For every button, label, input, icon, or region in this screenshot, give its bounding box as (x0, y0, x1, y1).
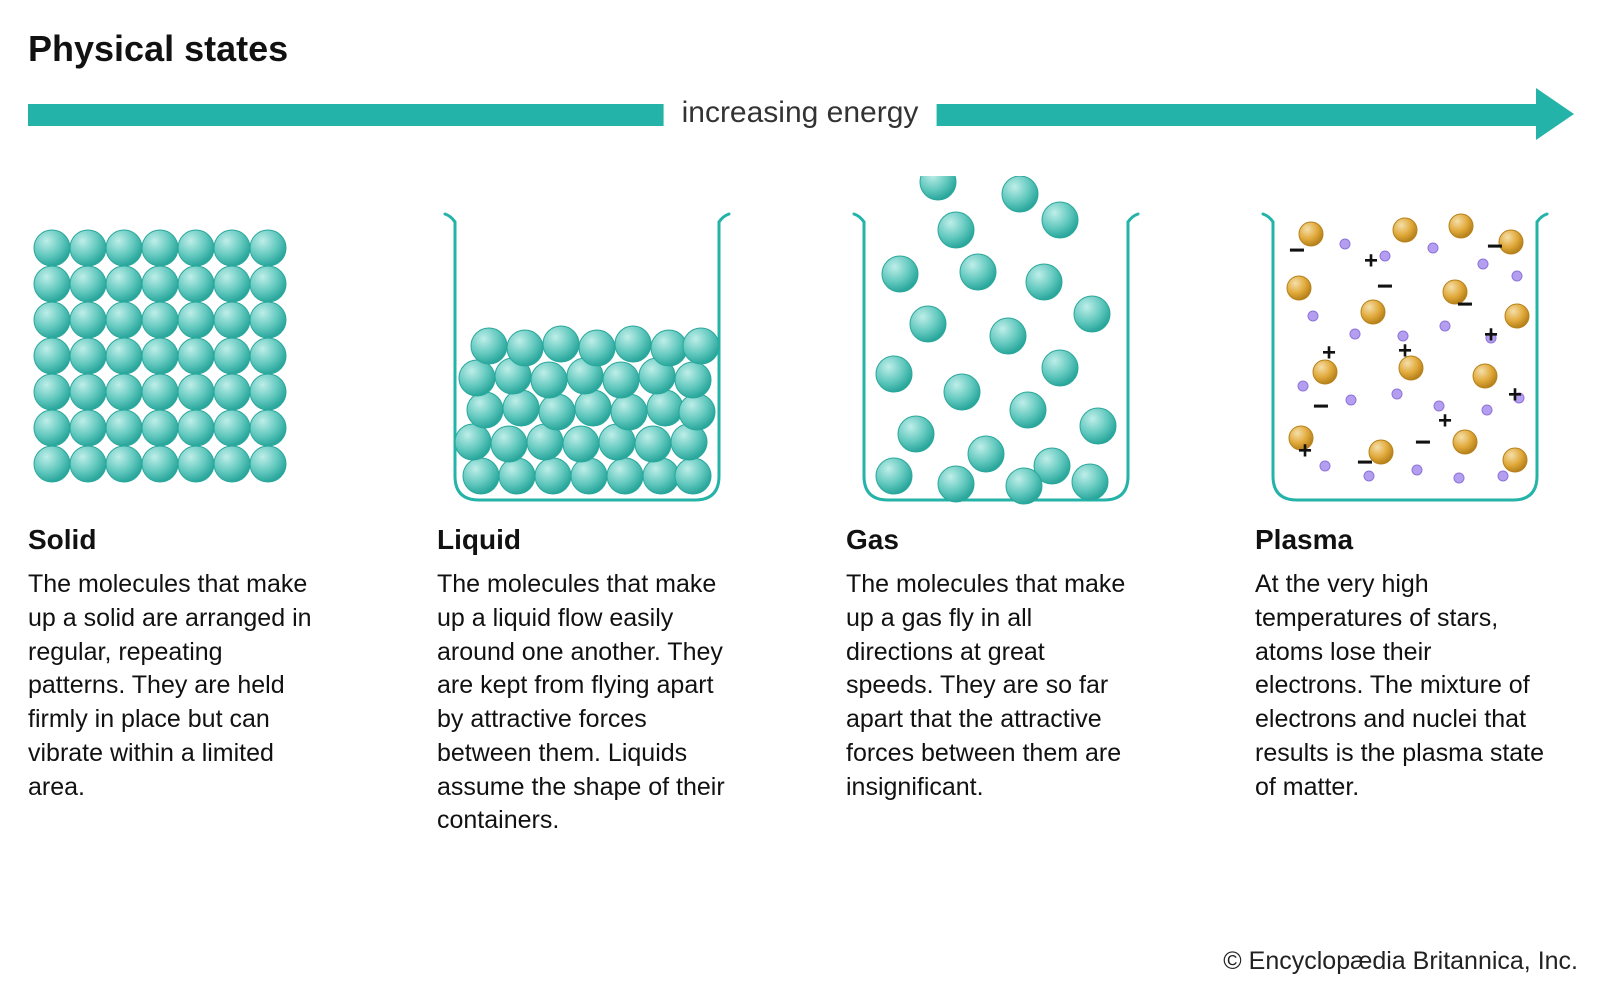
svg-text:+: + (1484, 321, 1498, 348)
arrow-head-icon (1536, 88, 1574, 140)
svg-text:−: − (1487, 230, 1503, 261)
arrow-label-wrap: increasing energy (664, 96, 937, 130)
infographic-root: Physical states increasing energy Solid … (0, 0, 1600, 994)
diagram-gas (846, 176, 1146, 516)
svg-text:+: + (1398, 337, 1412, 364)
svg-text:−: − (1313, 390, 1329, 421)
svg-text:−: − (1415, 426, 1431, 457)
diagram-liquid (437, 176, 737, 516)
diagram-plasma: +++++++−−−−−−− (1255, 176, 1555, 516)
panel-title-liquid: Liquid (437, 524, 754, 556)
energy-arrow: increasing energy (28, 94, 1572, 142)
svg-text:−: − (1377, 270, 1393, 301)
svg-text:+: + (1298, 437, 1312, 464)
panel-desc-gas: The molecules that make up a gas fly in … (846, 568, 1136, 804)
copyright-text: © Encyclopædia Britannica, Inc. (1223, 947, 1578, 976)
svg-text:+: + (1322, 339, 1336, 366)
panel-plasma: +++++++−−−−−−− Plasma At the very high t… (1255, 176, 1572, 838)
svg-text:−: − (1457, 288, 1473, 319)
arrow-label: increasing energy (682, 96, 919, 129)
panel-desc-liquid: The molecules that make up a liquid flow… (437, 568, 727, 838)
panel-title-gas: Gas (846, 524, 1163, 556)
panel-desc-solid: The molecules that make up a solid are a… (28, 568, 318, 804)
svg-text:−: − (1289, 234, 1305, 265)
panel-liquid: Liquid The molecules that make up a liqu… (437, 176, 754, 838)
panel-gas: Gas The molecules that make up a gas fly… (846, 176, 1163, 838)
svg-text:+: + (1508, 381, 1522, 408)
panel-title-solid: Solid (28, 524, 345, 556)
svg-text:−: − (1357, 446, 1373, 477)
svg-text:+: + (1438, 407, 1452, 434)
panels-row: Solid The molecules that make up a solid… (28, 176, 1572, 838)
page-title: Physical states (28, 28, 1572, 70)
panel-desc-plasma: At the very high temperatures of stars, … (1255, 568, 1545, 804)
diagram-solid (28, 176, 328, 516)
panel-solid: Solid The molecules that make up a solid… (28, 176, 345, 838)
panel-title-plasma: Plasma (1255, 524, 1572, 556)
